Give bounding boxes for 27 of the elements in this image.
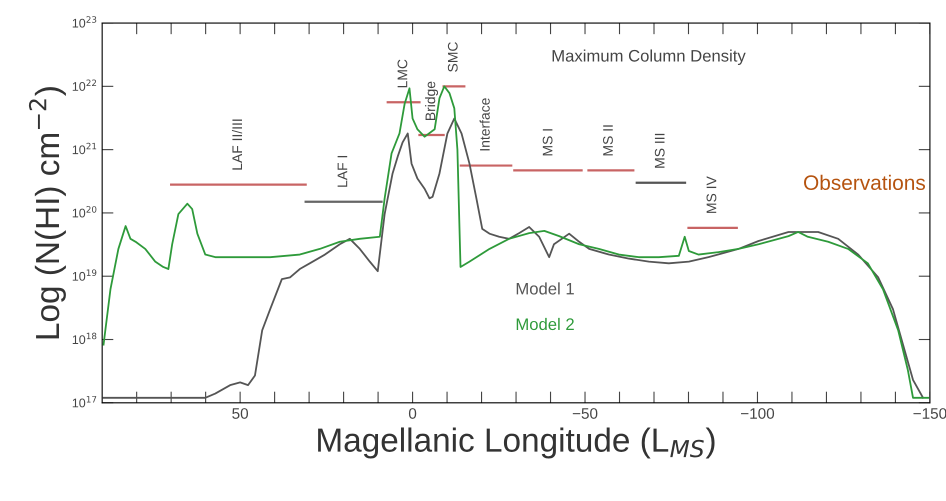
text: Model 2 bbox=[516, 318, 574, 330]
y-tick-label: 10$^{21}$ bbox=[72, 142, 96, 154]
annotation: MS I bbox=[542, 129, 553, 156]
annotation: SMC bbox=[448, 42, 458, 72]
annotation: Interface bbox=[480, 98, 490, 150]
annotation: Bridge bbox=[425, 82, 438, 120]
annotation: MS III bbox=[654, 134, 665, 168]
annotation: LAF I bbox=[338, 156, 348, 187]
y-tick-label: 10$^{19}$ bbox=[72, 269, 96, 281]
x-tick-label: −50 bbox=[572, 408, 598, 419]
x-tick-label: 50 bbox=[232, 408, 248, 419]
x-axis-title: Magellanic Longitude (L$_{MS}$) bbox=[318, 427, 715, 459]
annotation: LAF II/III bbox=[232, 120, 242, 170]
y-tick-label: 10$^{17}$ bbox=[72, 396, 96, 408]
annotation: LMC bbox=[398, 60, 408, 88]
annotation: Observations bbox=[804, 174, 926, 190]
text: Maximum Column Density bbox=[552, 49, 746, 65]
y-axis-title: Log (N(HI) cm$^{−2}$) bbox=[28, 87, 66, 338]
y-tick-label: 10$^{18}$ bbox=[72, 332, 96, 344]
series-label: Model 1 bbox=[516, 282, 574, 295]
annotation: MS II bbox=[603, 125, 613, 156]
x-tick-label: 0 bbox=[408, 408, 416, 419]
y-tick-label: 10$^{22}$ bbox=[72, 79, 96, 91]
annotation: MS IV bbox=[706, 176, 716, 213]
y-tick-label: 10$^{23}$ bbox=[72, 16, 96, 28]
x-tick-label: −100 bbox=[741, 408, 774, 419]
y-tick-label: 10$^{20}$ bbox=[72, 206, 96, 218]
